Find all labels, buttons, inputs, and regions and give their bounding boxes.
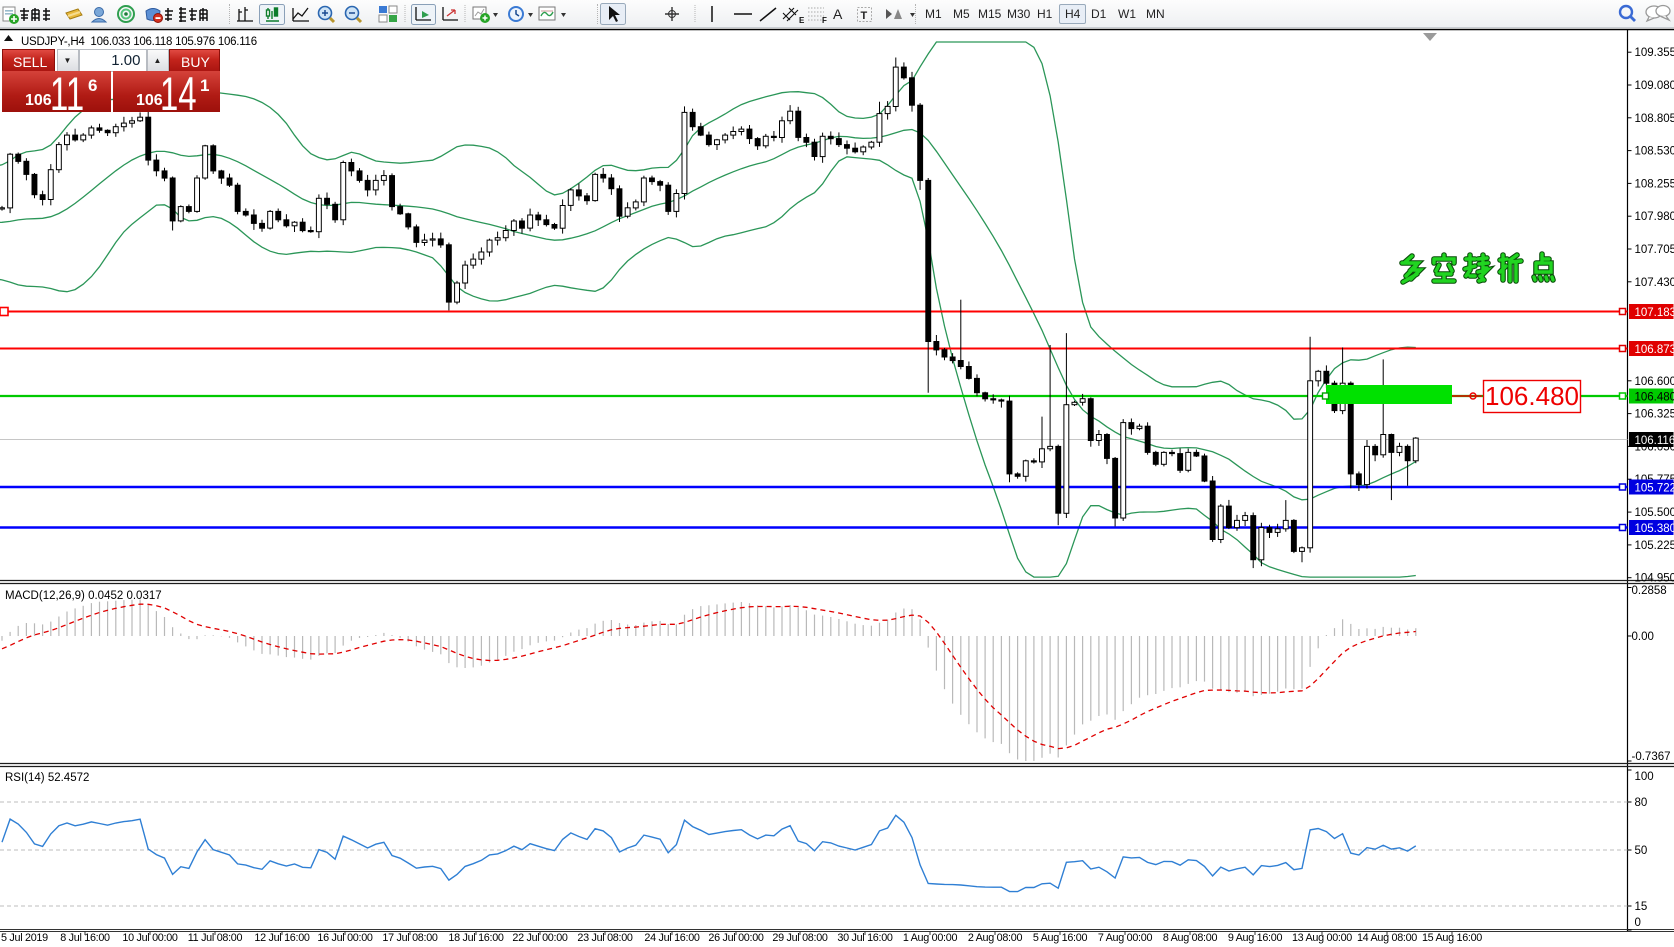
svg-text:50: 50 (1635, 845, 1648, 857)
svg-text:8 Jul 16:00: 8 Jul 16:00 (60, 932, 110, 944)
svg-text:15: 15 (1635, 901, 1648, 913)
svg-text:18 Jul 16:00: 18 Jul 16:00 (448, 932, 504, 944)
svg-text:5 Aug 16:00: 5 Aug 16:00 (1033, 932, 1088, 944)
svg-text:106.116: 106.116 (1635, 435, 1674, 447)
svg-text:T: T (861, 10, 868, 22)
svg-text:108.805: 108.805 (1635, 113, 1674, 125)
svg-text:108.255: 108.255 (1635, 178, 1674, 190)
svg-text:105.722: 105.722 (1635, 483, 1674, 495)
svg-text:USDJPY-,H4 106.033 106.118 10: USDJPY-,H4 106.033 106.118 105.976 106.1… (21, 36, 257, 48)
svg-text:RSI(14) 52.4572: RSI(14) 52.4572 (5, 772, 89, 784)
svg-text:105.380: 105.380 (1635, 523, 1674, 535)
svg-text:8 Aug 08:00: 8 Aug 08:00 (1163, 932, 1218, 944)
svg-text:107.183: 107.183 (1635, 307, 1674, 319)
svg-text:106.873: 106.873 (1635, 344, 1674, 356)
svg-text:106.325: 106.325 (1635, 409, 1674, 421)
svg-text:5 Jul 2019: 5 Jul 2019 (1, 932, 48, 944)
svg-text:100: 100 (1635, 771, 1654, 783)
svg-text:22 Jul 00:00: 22 Jul 00:00 (512, 932, 568, 944)
svg-text:11 Jul 08:00: 11 Jul 08:00 (188, 932, 243, 944)
svg-text:16 Jul 00:00: 16 Jul 00:00 (317, 932, 373, 944)
svg-text:F: F (822, 16, 827, 25)
svg-text:107.705: 107.705 (1635, 244, 1674, 256)
svg-text:A: A (833, 6, 843, 22)
svg-text:107.980: 107.980 (1635, 211, 1674, 223)
svg-text:0: 0 (1635, 917, 1641, 929)
svg-text:24 Jul 16:00: 24 Jul 16:00 (644, 932, 700, 944)
svg-text:13 Aug 00:00: 13 Aug 00:00 (1292, 932, 1352, 944)
svg-text:29 Jul 08:00: 29 Jul 08:00 (772, 932, 828, 944)
svg-text:23 Jul 08:00: 23 Jul 08:00 (577, 932, 633, 944)
svg-text:15 Aug 16:00: 15 Aug 16:00 (1422, 932, 1482, 944)
svg-text:106.600: 106.600 (1635, 376, 1674, 388)
svg-text:105.500: 105.500 (1635, 507, 1674, 519)
svg-text:7 Aug 00:00: 7 Aug 00:00 (1098, 932, 1153, 944)
svg-text:-0.7367: -0.7367 (1632, 751, 1671, 763)
svg-text:106.480: 106.480 (1635, 392, 1674, 404)
svg-text:107.430: 107.430 (1635, 277, 1674, 289)
svg-text:0.00: 0.00 (1632, 631, 1654, 643)
svg-text:2 Aug 08:00: 2 Aug 08:00 (968, 932, 1023, 944)
svg-text:14 Aug 08:00: 14 Aug 08:00 (1357, 932, 1417, 944)
svg-text:80: 80 (1635, 797, 1648, 809)
svg-text:105.225: 105.225 (1635, 540, 1674, 552)
svg-text:109.355: 109.355 (1635, 47, 1674, 59)
svg-text:26 Jul 00:00: 26 Jul 00:00 (708, 932, 764, 944)
svg-text:1 Aug 00:00: 1 Aug 00:00 (903, 932, 958, 944)
svg-text:10 Jul 00:00: 10 Jul 00:00 (122, 932, 178, 944)
svg-text:106.480: 106.480 (1485, 381, 1579, 411)
svg-text:E: E (799, 16, 805, 25)
svg-text:0.2858: 0.2858 (1632, 585, 1667, 597)
svg-text:9 Aug 16:00: 9 Aug 16:00 (1228, 932, 1283, 944)
svg-text:17 Jul 08:00: 17 Jul 08:00 (382, 932, 438, 944)
svg-text:12 Jul 16:00: 12 Jul 16:00 (254, 932, 310, 944)
svg-text:108.530: 108.530 (1635, 146, 1674, 158)
svg-text:30 Jul 16:00: 30 Jul 16:00 (837, 932, 893, 944)
svg-text:109.080: 109.080 (1635, 80, 1674, 92)
svg-text:MACD(12,26,9) 0.0452 0.0317: MACD(12,26,9) 0.0452 0.0317 (5, 590, 162, 602)
svg-text:104.950: 104.950 (1635, 573, 1674, 585)
